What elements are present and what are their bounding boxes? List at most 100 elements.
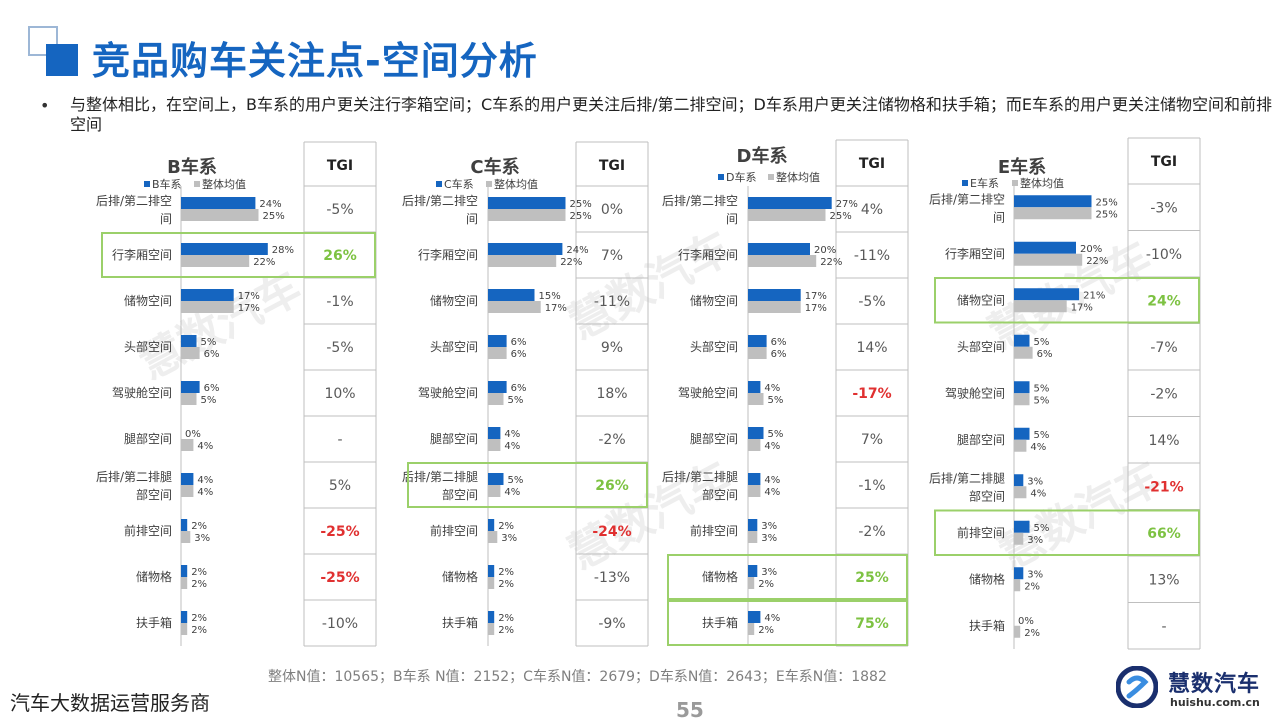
tgi-value: -13% <box>594 570 630 586</box>
average-bar <box>1014 532 1024 545</box>
average-bar <box>1014 439 1027 452</box>
category-label: 驾驶舱空间 <box>945 385 1005 400</box>
tgi-value: 13% <box>1148 572 1179 588</box>
category-label: 后排/第二排腿 <box>96 470 172 484</box>
average-data-label: 2% <box>191 579 207 590</box>
series-data-label: 3% <box>1027 476 1043 487</box>
series-data-label: 6% <box>204 383 220 394</box>
average-bar <box>488 623 495 635</box>
logo-url: huishu.com.cn <box>1170 696 1260 709</box>
highlight-box <box>667 554 908 600</box>
series-bar <box>181 289 234 301</box>
average-data-label: 2% <box>498 625 514 636</box>
highlight-box <box>667 600 908 646</box>
average-bar <box>488 209 566 221</box>
average-data-label: 4% <box>1030 488 1046 499</box>
average-bar <box>181 255 250 267</box>
tgi-value: 25% <box>855 570 889 586</box>
series-bar <box>1014 334 1030 347</box>
average-data-label: 22% <box>253 257 275 268</box>
category-label: 后排/第二排腿 <box>662 470 738 484</box>
highlight-box <box>934 277 1200 324</box>
category-label: 扶手箱 <box>969 618 1005 633</box>
average-data-label: 2% <box>1024 581 1040 592</box>
legend-swatch <box>194 181 200 187</box>
chart-title: E车系 <box>998 156 1046 178</box>
series-data-label: 6% <box>511 383 527 394</box>
legend-label: D车系 <box>726 170 756 184</box>
series-data-label: 0% <box>185 429 201 440</box>
tgi-value: -25% <box>320 524 359 540</box>
tgi-value: -5% <box>326 202 353 218</box>
logo-mark-icon <box>1116 666 1158 708</box>
series-data-label: 28% <box>272 245 294 256</box>
tgi-value: -9% <box>598 616 625 632</box>
bullet-icon: • <box>40 96 50 115</box>
category-label: 头部空间 <box>124 339 172 354</box>
series-bar <box>1014 474 1024 487</box>
legend-swatch <box>436 181 442 187</box>
tgi-value: -1% <box>858 478 885 494</box>
series-bar <box>748 335 767 347</box>
average-data-label: 22% <box>1086 256 1108 267</box>
average-bar <box>181 347 200 359</box>
legend-swatch <box>718 174 724 180</box>
tgi-value: -21% <box>1144 479 1183 495</box>
highlight-box <box>101 232 376 278</box>
tgi-value: 24% <box>1147 293 1181 309</box>
tgi-value: 9% <box>601 340 623 356</box>
series-bar <box>488 611 495 623</box>
average-data-label: 17% <box>805 303 827 314</box>
category-label: 后排/第二排空 <box>402 194 478 208</box>
average-data-label: 2% <box>758 579 774 590</box>
tgi-value: 75% <box>855 616 889 632</box>
average-data-label: 3% <box>194 533 210 544</box>
series-bar <box>748 243 810 255</box>
series-data-label: 25% <box>570 199 592 210</box>
sample-size-footnote: 整体N值：10565；B车系 N值：2152；C车系N值：2679；D车系N值：… <box>268 669 887 685</box>
series-bar <box>181 243 268 255</box>
category-label: 前排空间 <box>957 525 1005 540</box>
summary-text: 与整体相比，在空间上，B车系的用户更关注行李箱空间；C车系的用户更关注后排/第二… <box>70 95 1272 134</box>
series-data-label: 15% <box>539 291 561 302</box>
tgi-value: -2% <box>1150 386 1177 402</box>
category-label: 扶手箱 <box>136 615 172 630</box>
tgi-value: -11% <box>854 248 890 264</box>
category-label: 驾驶舱空间 <box>418 385 478 400</box>
series-data-label: 5% <box>1034 523 1050 534</box>
average-bar <box>181 209 259 221</box>
average-data-label: 22% <box>560 257 582 268</box>
series-bar <box>748 427 764 439</box>
series-data-label: 2% <box>191 567 207 578</box>
category-label: 腿部空间 <box>430 431 478 446</box>
series-data-label: 24% <box>566 245 588 256</box>
average-bar <box>1014 393 1030 406</box>
tgi-header: TGI <box>859 156 885 172</box>
average-data-label: 17% <box>238 303 260 314</box>
series-data-label: 5% <box>768 429 784 440</box>
series-bar <box>1014 381 1030 394</box>
series-bar <box>748 197 832 209</box>
title-decoration-square <box>46 44 78 76</box>
tgi-value: -2% <box>598 432 625 448</box>
average-data-label: 25% <box>830 211 852 222</box>
tgi-header: TGI <box>599 158 625 174</box>
average-data-label: 2% <box>1024 628 1040 639</box>
category-label: 部空间 <box>969 488 1005 503</box>
category-label: 储物格 <box>969 571 1005 586</box>
series-data-label: 3% <box>761 521 777 532</box>
average-bar <box>748 577 755 589</box>
series-bar <box>181 335 197 347</box>
legend-label: C车系 <box>444 177 474 191</box>
average-bar <box>181 531 191 543</box>
tgi-value: -5% <box>326 340 353 356</box>
series-data-label: 17% <box>238 291 260 302</box>
tgi-value: 18% <box>596 386 627 402</box>
page-title: 竞品购车关注点-空间分析 <box>92 39 538 83</box>
series-data-label: 3% <box>761 567 777 578</box>
series-bar <box>748 473 761 485</box>
series-data-label: 3% <box>1027 569 1043 580</box>
category-label: 前排空间 <box>124 523 172 538</box>
series-bar <box>748 565 758 577</box>
category-label: 后排/第二排腿 <box>402 470 478 484</box>
